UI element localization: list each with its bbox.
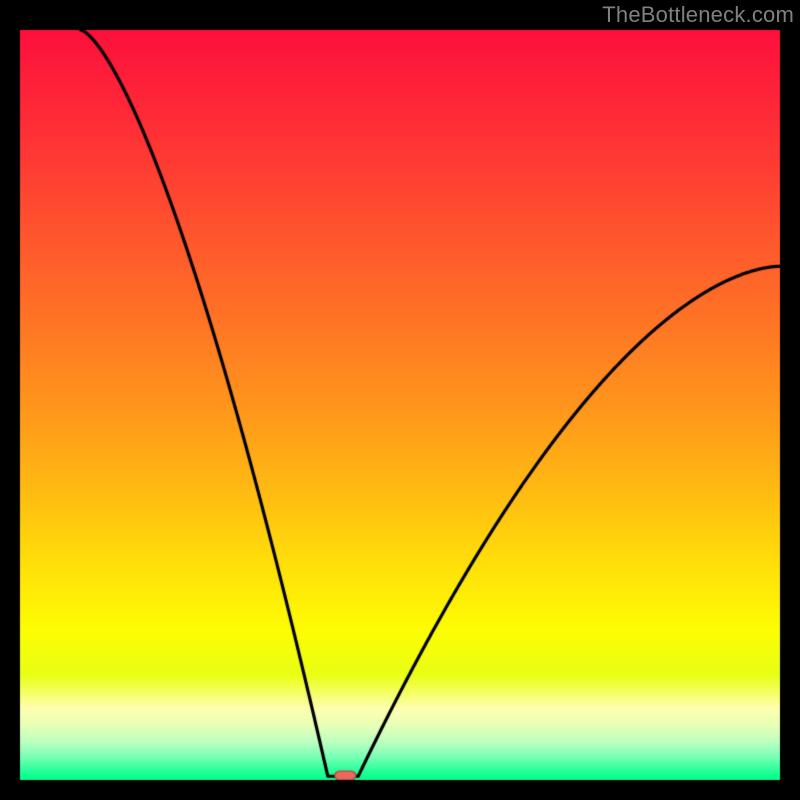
watermark-text: TheBottleneck.com [602,2,794,28]
bottleneck-chart-canvas [0,0,800,800]
chart-stage: TheBottleneck.com [0,0,800,800]
